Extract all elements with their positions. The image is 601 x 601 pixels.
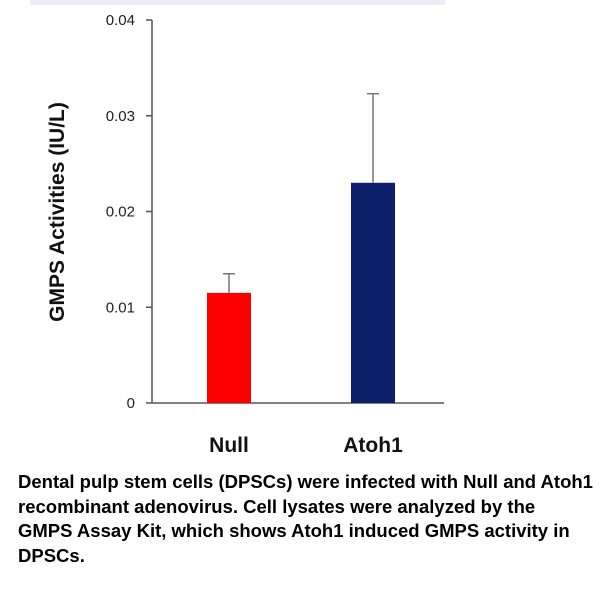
y-tick-label: 0.01 <box>106 299 135 316</box>
bar-null <box>207 292 251 403</box>
y-tick-label: 0.02 <box>106 204 135 221</box>
y-tick-label: 0 <box>127 395 135 412</box>
figure-caption: Dental pulp stem cells (DPSCs) were infe… <box>18 471 593 566</box>
y-tick-label: 0.04 <box>106 12 135 29</box>
y-axis-label: GMPS Activities (IU/L) <box>46 102 69 322</box>
error-bars <box>223 92 379 293</box>
category-label: Null <box>209 434 249 457</box>
category-labels: Null Atoh1 <box>209 434 403 457</box>
chart-axes <box>151 20 444 404</box>
top-band <box>30 0 445 5</box>
bar-chart: 0 0.01 0.02 0.03 0.04 Null Atoh1 GMPS Activit… <box>46 12 444 457</box>
bars <box>207 182 395 403</box>
category-label: Atoh1 <box>343 434 403 457</box>
y-ticks: 0 0.01 0.02 0.03 0.04 <box>106 12 152 412</box>
y-tick-label: 0.03 <box>106 108 135 125</box>
bar-atoh1 <box>351 182 395 403</box>
